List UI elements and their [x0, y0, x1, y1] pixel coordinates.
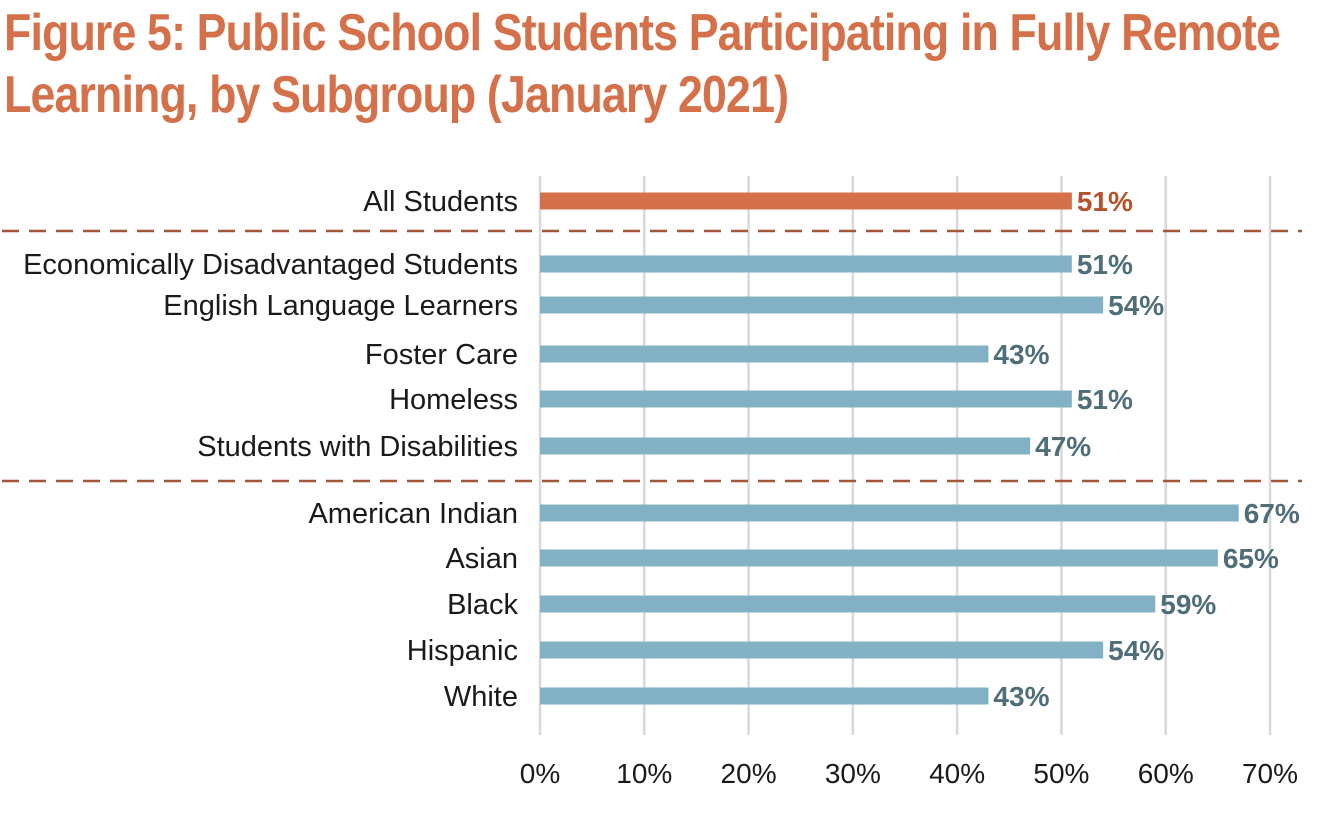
value-label: 43%	[993, 339, 1049, 370]
group-separators	[2, 229, 1302, 483]
value-label: 67%	[1244, 498, 1300, 529]
value-label: 47%	[1035, 431, 1091, 462]
x-tick-label: 0%	[520, 758, 560, 789]
bar	[540, 687, 989, 705]
value-label: 51%	[1077, 249, 1133, 280]
chart-title: Figure 5: Public School Students Partici…	[4, 4, 1281, 124]
value-label: 59%	[1160, 589, 1216, 620]
bar	[540, 504, 1239, 522]
x-tick-label: 50%	[1033, 758, 1089, 789]
value-label: 54%	[1108, 290, 1164, 321]
category-label: American Indian	[308, 498, 518, 530]
bar	[540, 641, 1104, 659]
x-tick-label: 20%	[721, 758, 777, 789]
bar	[540, 549, 1218, 567]
category-label: All Students	[363, 186, 518, 218]
category-label: English Language Learners	[163, 290, 518, 322]
bar	[540, 390, 1072, 408]
category-label: Foster Care	[365, 339, 518, 371]
value-label: 51%	[1077, 384, 1133, 415]
bars	[540, 192, 1239, 705]
bar	[540, 345, 989, 363]
category-label: Homeless	[389, 384, 518, 416]
x-tick-label: 40%	[929, 758, 985, 789]
value-label: 54%	[1108, 635, 1164, 666]
category-label: White	[444, 681, 518, 713]
bar	[540, 296, 1104, 314]
value-label: 43%	[993, 681, 1049, 712]
category-label: Students with Disabilities	[197, 431, 518, 463]
value-label: 51%	[1077, 186, 1133, 217]
category-label: Hispanic	[407, 635, 518, 667]
category-labels: All Students Economically Disadvantaged S…	[23, 186, 518, 713]
x-tick-label: 60%	[1138, 758, 1194, 789]
category-label: Black	[447, 589, 518, 621]
bar	[540, 255, 1072, 273]
bar	[540, 437, 1031, 455]
category-label: Economically Disadvantaged Students	[23, 249, 518, 281]
x-tick-label: 10%	[616, 758, 672, 789]
bar	[540, 192, 1072, 210]
category-label: Asian	[445, 543, 518, 575]
value-labels: 51% 51% 54% 43% 51% 47% 67% 65%59% 54% 43%	[993, 186, 1299, 712]
x-tick-label: 30%	[825, 758, 881, 789]
bar	[540, 595, 1156, 613]
value-label: 65%	[1223, 543, 1279, 574]
x-tick-label: 70%	[1242, 758, 1298, 789]
x-tick-labels: 0% 10% 20% 30% 40% 50% 60% 70%	[520, 758, 1298, 789]
